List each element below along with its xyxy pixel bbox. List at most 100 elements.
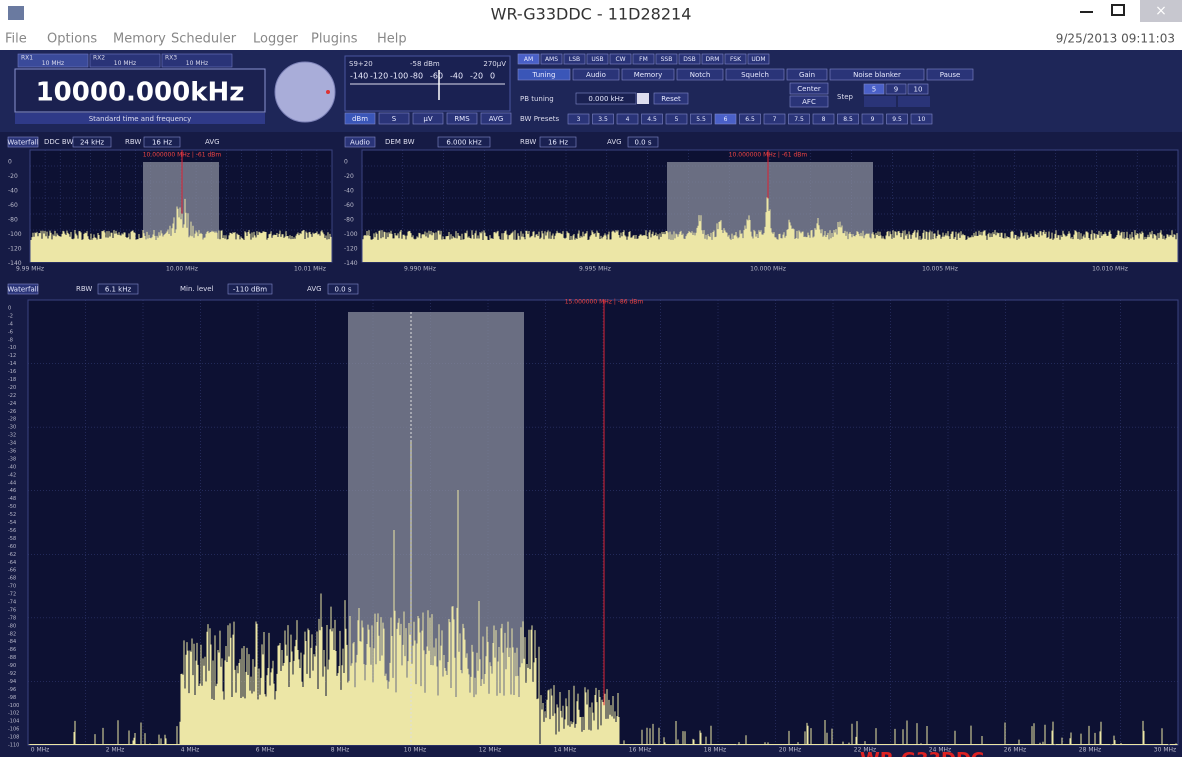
tuning-knob[interactable] bbox=[274, 61, 336, 123]
ddc-trace bbox=[30, 198, 332, 262]
y-tick-label: -86 bbox=[8, 647, 16, 653]
afc-button-bg[interactable] bbox=[789, 95, 829, 108]
tab-button-bg[interactable] bbox=[676, 68, 724, 81]
smeter-unit-bg[interactable] bbox=[446, 112, 478, 125]
mode-button-bg[interactable] bbox=[632, 53, 655, 65]
step-right[interactable] bbox=[898, 96, 930, 107]
y-tick-label: -120 bbox=[8, 246, 22, 253]
step-value-bg[interactable] bbox=[863, 83, 885, 95]
smeter-power: -58 dBm bbox=[410, 60, 440, 68]
rx-tab[interactable] bbox=[161, 53, 233, 68]
tab-button-bg[interactable] bbox=[786, 68, 828, 81]
y-tick-label: -70 bbox=[8, 584, 16, 590]
min-level-bg[interactable] bbox=[227, 283, 273, 295]
step-value-bg[interactable] bbox=[907, 83, 929, 95]
bw-preset-bg[interactable] bbox=[714, 113, 737, 125]
main-rbw-bg[interactable] bbox=[97, 283, 139, 295]
label: DDC BW bbox=[44, 138, 73, 146]
bw-preset-bg[interactable] bbox=[616, 113, 639, 125]
smeter-unit-bg[interactable] bbox=[344, 112, 376, 125]
bw-preset-bg[interactable] bbox=[812, 113, 835, 125]
tab-button-bg[interactable] bbox=[572, 68, 620, 81]
y-tick-label: -18 bbox=[8, 377, 16, 383]
audio-button-bg[interactable] bbox=[344, 136, 376, 148]
rx-tab[interactable] bbox=[17, 53, 89, 68]
center-button-bg[interactable] bbox=[789, 82, 829, 95]
close-button[interactable] bbox=[1140, 0, 1182, 22]
tab-button-bg[interactable] bbox=[829, 68, 925, 81]
tab-button-bg[interactable] bbox=[621, 68, 675, 81]
audio-avg-bg[interactable] bbox=[627, 136, 659, 148]
mode-button: CW bbox=[615, 56, 625, 63]
waterfall-button-bg[interactable] bbox=[7, 136, 39, 148]
mode-button-bg[interactable] bbox=[609, 53, 632, 65]
bw-preset-bg[interactable] bbox=[910, 113, 933, 125]
ddc-rbw-bg[interactable] bbox=[143, 136, 181, 148]
smeter-unit-bg[interactable] bbox=[378, 112, 410, 125]
frequency-display[interactable] bbox=[14, 68, 266, 113]
mode-button-bg[interactable] bbox=[701, 53, 724, 65]
y-tick-label: -58 bbox=[8, 536, 16, 542]
smeter-unit-bg[interactable] bbox=[480, 112, 512, 125]
tab-button-bg[interactable] bbox=[725, 68, 785, 81]
step-value-bg[interactable] bbox=[885, 83, 907, 95]
pb-value-bg[interactable] bbox=[575, 92, 637, 105]
x-tick-label: 30 MHz bbox=[1154, 747, 1176, 754]
bw-preset-bg[interactable] bbox=[641, 113, 663, 125]
mode-button-bg[interactable] bbox=[724, 53, 747, 65]
bw-preset-bg[interactable] bbox=[690, 113, 712, 125]
audio-rbw-bg[interactable] bbox=[539, 136, 577, 148]
rx-freq: 10 MHz bbox=[114, 60, 136, 67]
bw-preset-bg[interactable] bbox=[886, 113, 908, 125]
smeter-unit-bg[interactable] bbox=[412, 112, 444, 125]
bw-preset-bg[interactable] bbox=[788, 113, 810, 125]
reset-button-bg[interactable] bbox=[653, 92, 689, 105]
bw-preset: 4 bbox=[626, 116, 630, 123]
frequency: 10000.000kHz bbox=[36, 78, 245, 108]
bw-preset-bg[interactable] bbox=[763, 113, 786, 125]
bw-preset-bg[interactable] bbox=[861, 113, 884, 125]
rx-tab[interactable] bbox=[89, 53, 161, 68]
mode-button: AMS bbox=[545, 56, 558, 63]
mode-button-bg[interactable] bbox=[540, 53, 563, 65]
y-tick-label: -80 bbox=[344, 217, 354, 224]
bw-preset-bg[interactable] bbox=[739, 113, 761, 125]
y-tick-label: -88 bbox=[8, 655, 16, 661]
mode-button-bg[interactable] bbox=[655, 53, 678, 65]
y-tick-label: -110 bbox=[8, 743, 19, 749]
y-tick-label: -60 bbox=[8, 202, 18, 209]
step-left[interactable] bbox=[864, 96, 896, 107]
bw-preset-bg[interactable] bbox=[837, 113, 859, 125]
smeter-scale: -100 bbox=[390, 72, 408, 81]
dem-bw-bg[interactable] bbox=[437, 136, 491, 148]
y-tick-label: -28 bbox=[8, 417, 16, 423]
waterfall-button: Waterfall bbox=[7, 139, 38, 147]
frequency-note-bg bbox=[15, 113, 265, 124]
bw-preset-bg[interactable] bbox=[592, 113, 614, 125]
dropdown[interactable] bbox=[637, 93, 649, 104]
y-tick-label: 0 bbox=[344, 159, 348, 166]
waterfall-button-bg[interactable] bbox=[7, 283, 39, 295]
x-tick-label: 10.005 MHz bbox=[922, 266, 958, 273]
y-tick-label: -78 bbox=[8, 615, 16, 621]
mode-button-bg[interactable] bbox=[563, 53, 586, 65]
mode-button: UDM bbox=[751, 56, 765, 63]
mode-button-bg[interactable] bbox=[678, 53, 701, 65]
tab-button-bg[interactable] bbox=[517, 68, 571, 81]
mode-button-bg[interactable] bbox=[517, 53, 540, 65]
bw-preset: 5.5 bbox=[696, 116, 706, 123]
y-tick-label: -20 bbox=[8, 385, 16, 391]
bw-preset-bg[interactable] bbox=[567, 113, 590, 125]
restore-button[interactable] bbox=[1111, 4, 1125, 16]
rx-freq: 10 MHz bbox=[186, 60, 208, 67]
main-avg-bg[interactable] bbox=[327, 283, 359, 295]
mode-button-bg[interactable] bbox=[747, 53, 770, 65]
y-tick-label: -40 bbox=[344, 188, 354, 195]
tab-button-bg[interactable] bbox=[926, 68, 974, 81]
y-tick-label: -22 bbox=[8, 393, 16, 399]
mode-button-bg[interactable] bbox=[586, 53, 609, 65]
x-tick-label: 10.010 MHz bbox=[1092, 266, 1128, 273]
ddc-bw-bg[interactable] bbox=[72, 136, 112, 148]
bw-preset-bg[interactable] bbox=[665, 113, 688, 125]
